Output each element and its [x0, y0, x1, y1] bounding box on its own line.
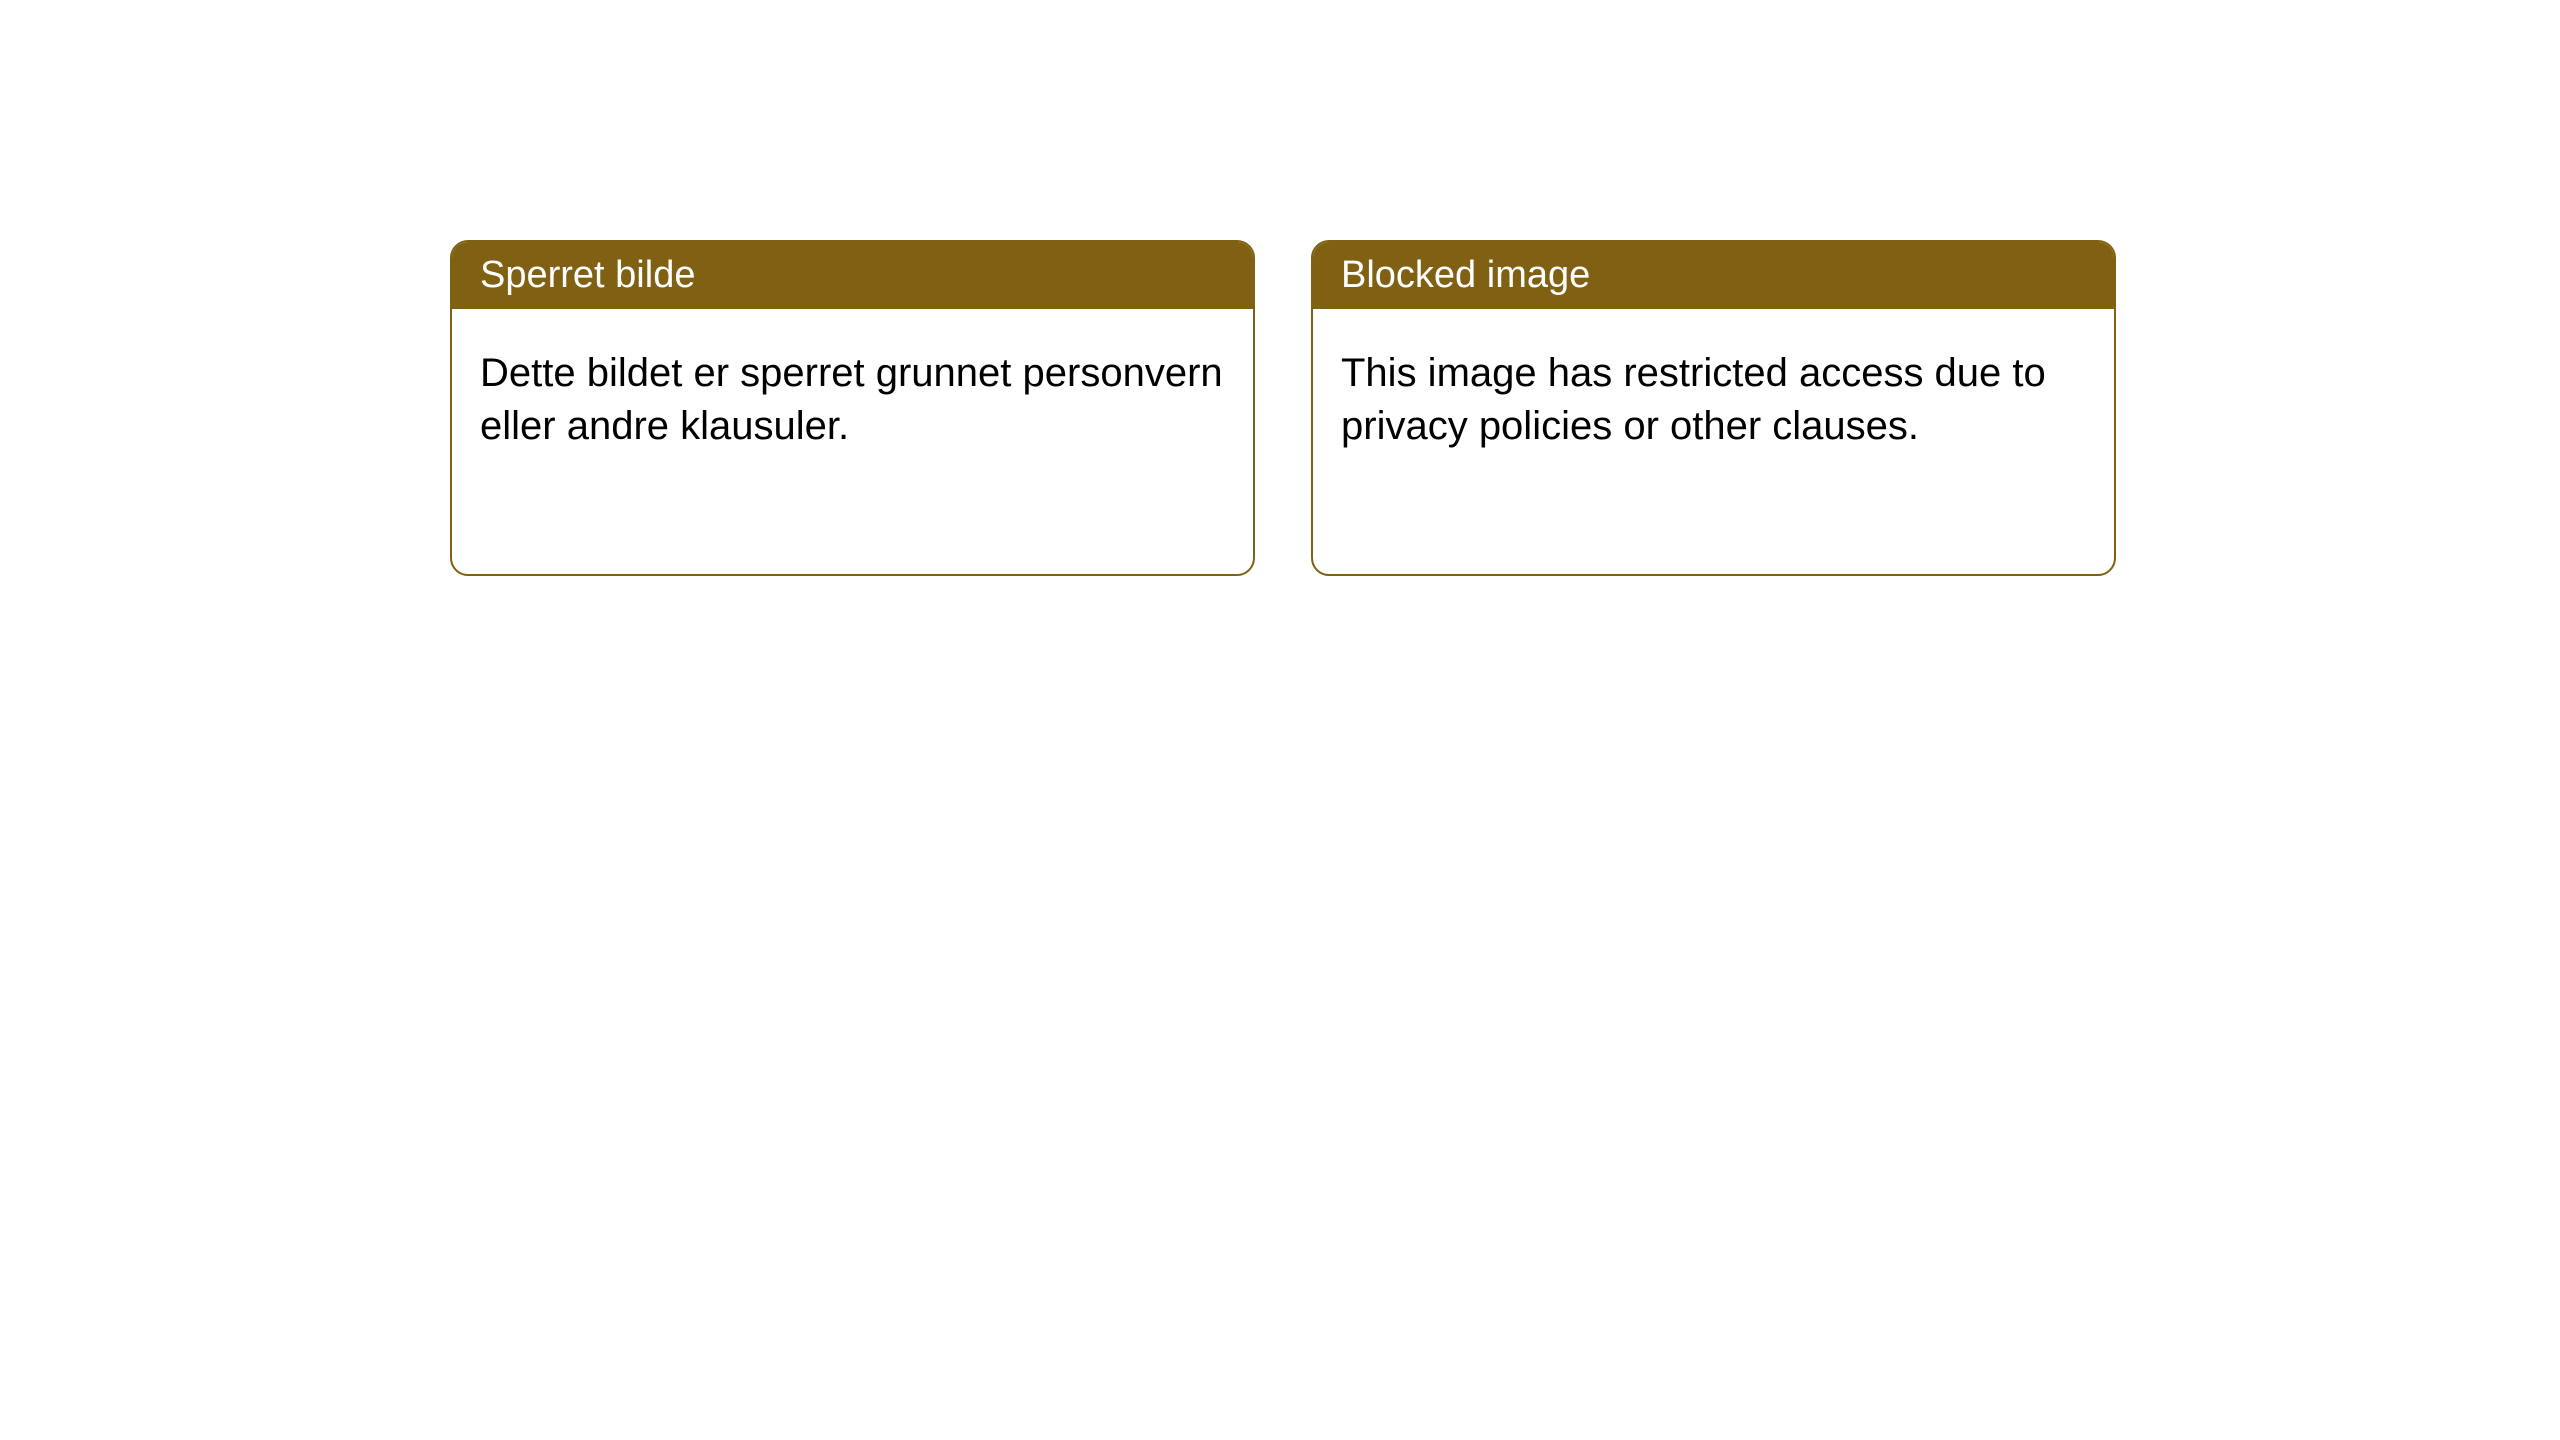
- card-message: Dette bildet er sperret grunnet personve…: [480, 351, 1223, 448]
- card-header-english: Blocked image: [1313, 242, 2114, 309]
- card-header-norwegian: Sperret bilde: [452, 242, 1253, 309]
- card-title: Blocked image: [1341, 254, 1590, 296]
- card-title: Sperret bilde: [480, 254, 695, 296]
- notice-card-norwegian: Sperret bilde Dette bildet er sperret gr…: [450, 240, 1255, 576]
- card-message: This image has restricted access due to …: [1341, 351, 2046, 448]
- card-body-english: This image has restricted access due to …: [1313, 309, 2114, 491]
- notice-cards-container: Sperret bilde Dette bildet er sperret gr…: [0, 0, 2560, 576]
- card-body-norwegian: Dette bildet er sperret grunnet personve…: [452, 309, 1253, 491]
- notice-card-english: Blocked image This image has restricted …: [1311, 240, 2116, 576]
